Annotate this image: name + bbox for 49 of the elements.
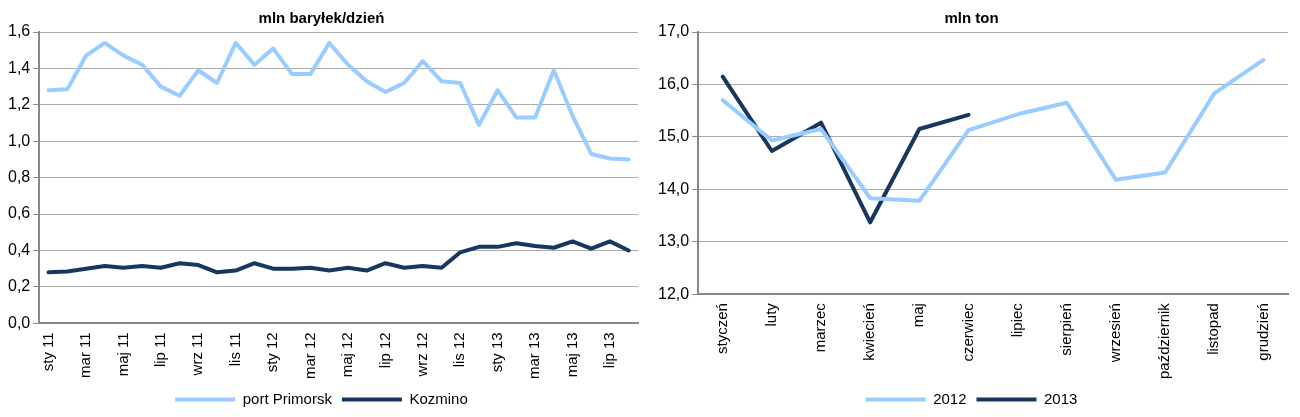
x-tick-label: mar 12 [300, 332, 318, 379]
x-tick-label: mar 11 [76, 332, 94, 378]
x-tick-label: lipiec [1007, 302, 1025, 338]
x-tick-label: lip 13 [600, 332, 618, 369]
chart-title: mln baryłek/dzień [258, 9, 385, 27]
x-tick-label: maj 11 [113, 332, 131, 377]
chart-title: mln ton [944, 9, 999, 27]
x-tick-label: grudzień [1253, 303, 1271, 361]
x-tick-label: kwiecień [860, 303, 878, 361]
x-tick-label: maj 12 [338, 332, 356, 378]
x-tick-label: czerwiec [958, 302, 976, 362]
x-tick-label: październik [1155, 302, 1173, 379]
legend-label: Kozmino [409, 389, 468, 407]
x-tick-label: wrz 12 [412, 332, 430, 378]
y-tick-label: 1,0 [7, 131, 31, 149]
x-tick-label: lis 11 [225, 332, 243, 367]
y-tick-label: 1,6 [7, 22, 31, 40]
x-tick-label: maj [909, 303, 927, 328]
legend-label: 2013 [1044, 389, 1078, 407]
y-tick-label: 0,8 [7, 168, 31, 186]
y-tick-label: 0,2 [7, 277, 31, 295]
x-tick-label: sty 13 [487, 332, 505, 373]
y-tick-label: 1,2 [7, 95, 31, 113]
x-tick-label: sierpień [1056, 303, 1074, 356]
y-tick-label: 0,4 [7, 240, 31, 258]
y-tick-label: 0,0 [7, 313, 31, 331]
y-tick-label: 16,0 [658, 74, 690, 92]
y-tick-label: 14,0 [658, 179, 690, 197]
y-tick-label: 1,4 [7, 58, 31, 76]
legend-label: port Primorsk [242, 389, 333, 407]
x-tick-label: luty [762, 302, 780, 327]
legend-label: 2012 [933, 389, 967, 407]
x-tick-label: styczeń [712, 303, 730, 354]
y-tick-label: 0,6 [7, 204, 31, 222]
x-tick-label: listopad [1204, 303, 1222, 355]
y-tick-label: 12,0 [658, 284, 690, 302]
x-tick-label: sty 12 [263, 332, 281, 373]
x-tick-label: wrz 11 [188, 332, 206, 377]
x-tick-label: sty 11 [38, 332, 56, 372]
y-tick-label: 17,0 [658, 22, 690, 40]
y-tick-label: 13,0 [658, 232, 690, 250]
x-tick-label: marzec [811, 302, 829, 353]
x-tick-label: mar 13 [525, 332, 543, 379]
x-tick-label: lip 12 [375, 332, 393, 369]
x-tick-label: lis 12 [450, 332, 468, 368]
y-tick-label: 15,0 [658, 127, 690, 145]
x-tick-label: maj 13 [562, 332, 580, 378]
x-tick-label: lip 11 [151, 332, 169, 368]
x-tick-label: wrzesień [1106, 303, 1124, 364]
